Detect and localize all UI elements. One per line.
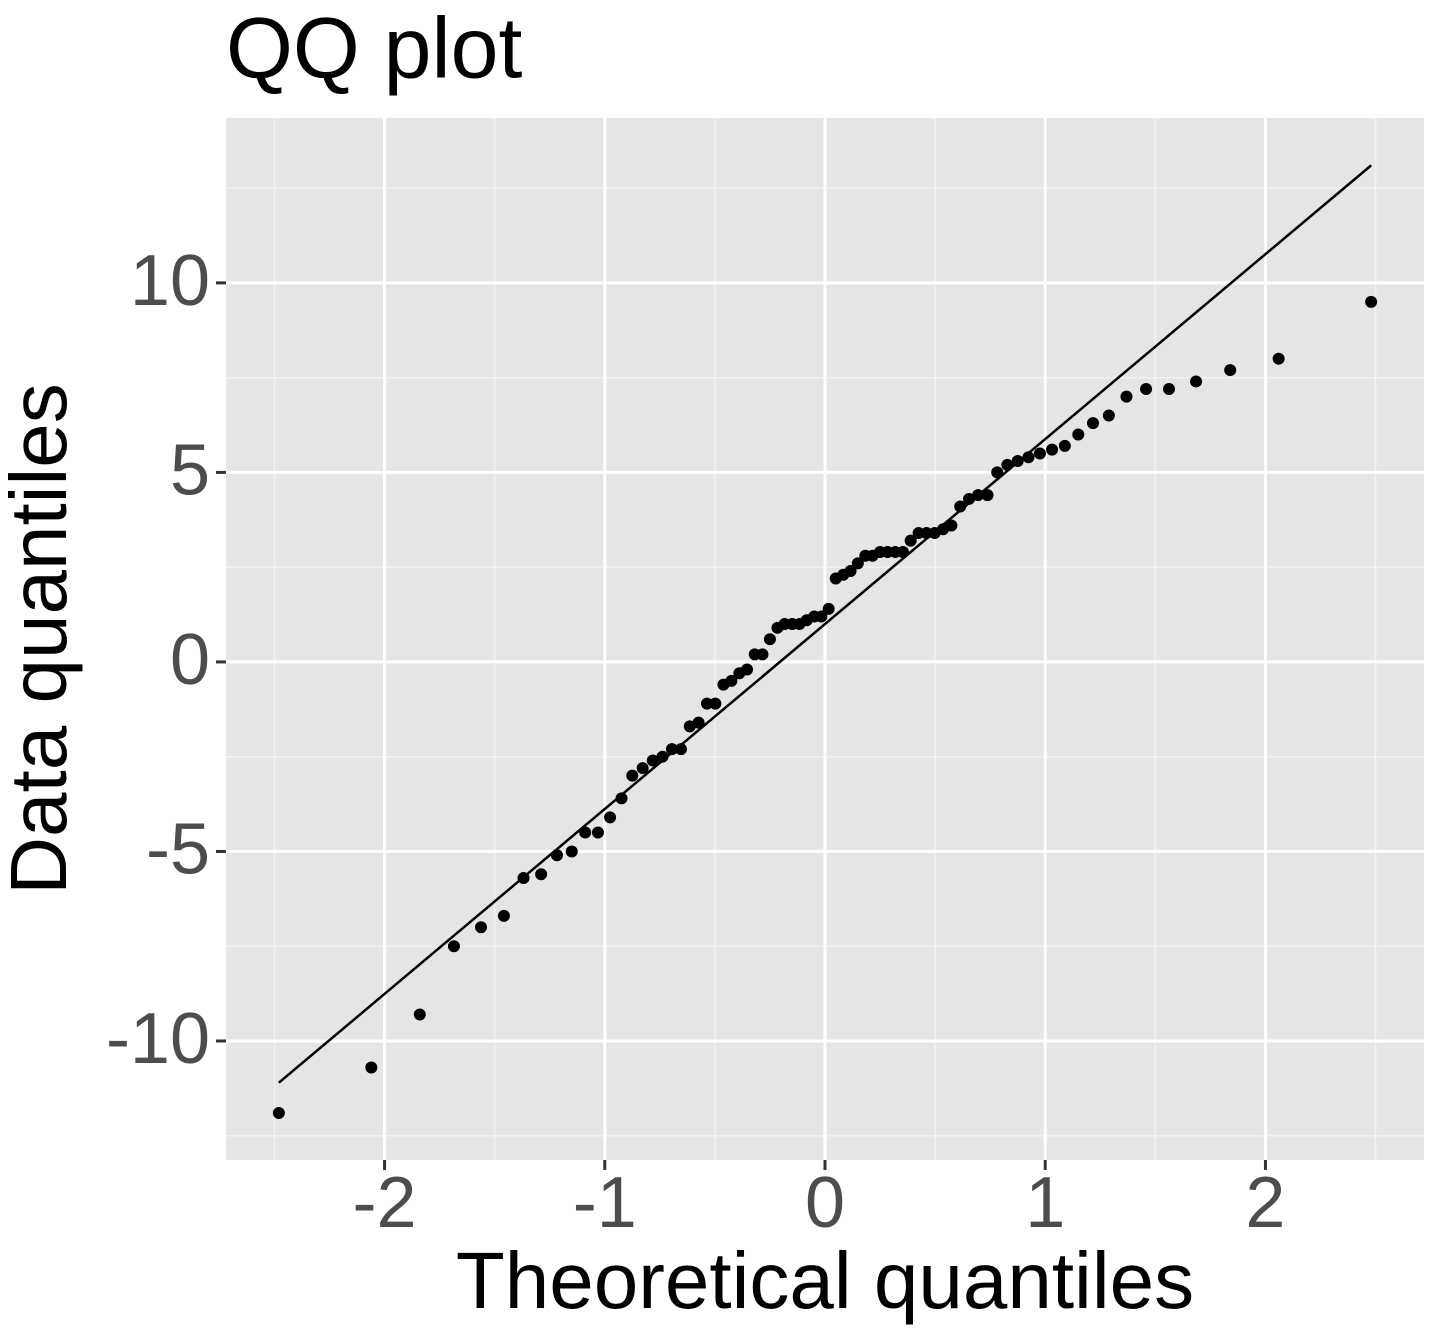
point [741, 663, 754, 676]
x-tick-label: -1 [573, 1163, 637, 1243]
point [1058, 439, 1071, 452]
point [692, 716, 705, 729]
point [579, 826, 592, 839]
point [1365, 295, 1378, 308]
point [945, 519, 958, 532]
point [1272, 352, 1285, 365]
point [1022, 451, 1035, 464]
x-tick-label: -2 [353, 1163, 417, 1243]
point [981, 489, 994, 502]
x-tick-label: 0 [805, 1163, 845, 1243]
y-tick-label: 0 [170, 620, 210, 700]
point [1140, 383, 1153, 396]
point [656, 750, 669, 763]
point [844, 564, 857, 577]
point [904, 534, 917, 547]
point [1102, 409, 1115, 422]
point [1162, 383, 1175, 396]
chart-title: QQ plot [226, 1, 522, 97]
point [763, 633, 776, 646]
point [851, 557, 864, 570]
x-axis-title: Theoretical quantiles [456, 1236, 1194, 1325]
point [822, 602, 835, 615]
point [709, 697, 722, 710]
point [413, 1008, 426, 1021]
y-axis-title: Data quantiles [0, 383, 83, 894]
x-tick-label: 1 [1025, 1163, 1065, 1243]
y-tick-label: 10 [130, 241, 210, 321]
point [497, 909, 510, 922]
point [550, 849, 563, 862]
point [665, 743, 678, 756]
point [972, 489, 985, 502]
point [604, 811, 617, 824]
point [517, 871, 530, 884]
point [1224, 364, 1237, 377]
point [1190, 375, 1203, 388]
y-tick-label: -10 [106, 999, 210, 1079]
y-tick-label: 5 [170, 430, 210, 510]
point [615, 792, 628, 805]
x-tick-label: 2 [1245, 1163, 1285, 1243]
point [1001, 458, 1014, 471]
point [535, 868, 548, 881]
point [591, 826, 604, 839]
y-tick-label: -5 [146, 809, 210, 889]
point [954, 500, 967, 513]
point [725, 674, 738, 687]
point [756, 648, 769, 661]
point [447, 940, 460, 953]
point [565, 845, 578, 858]
point [674, 743, 687, 756]
point [1120, 390, 1133, 403]
point [700, 697, 713, 710]
reference-line [278, 164, 1372, 1084]
point [991, 466, 1004, 479]
point [1087, 417, 1100, 430]
point [646, 754, 659, 767]
point [272, 1106, 285, 1119]
point [1011, 455, 1024, 468]
point [636, 762, 649, 775]
point [1072, 428, 1085, 441]
point [963, 492, 976, 505]
point [475, 921, 488, 934]
point [626, 769, 639, 782]
point [1046, 443, 1059, 456]
point [815, 610, 828, 623]
point [1033, 447, 1046, 460]
point [896, 546, 909, 559]
point [365, 1061, 378, 1074]
